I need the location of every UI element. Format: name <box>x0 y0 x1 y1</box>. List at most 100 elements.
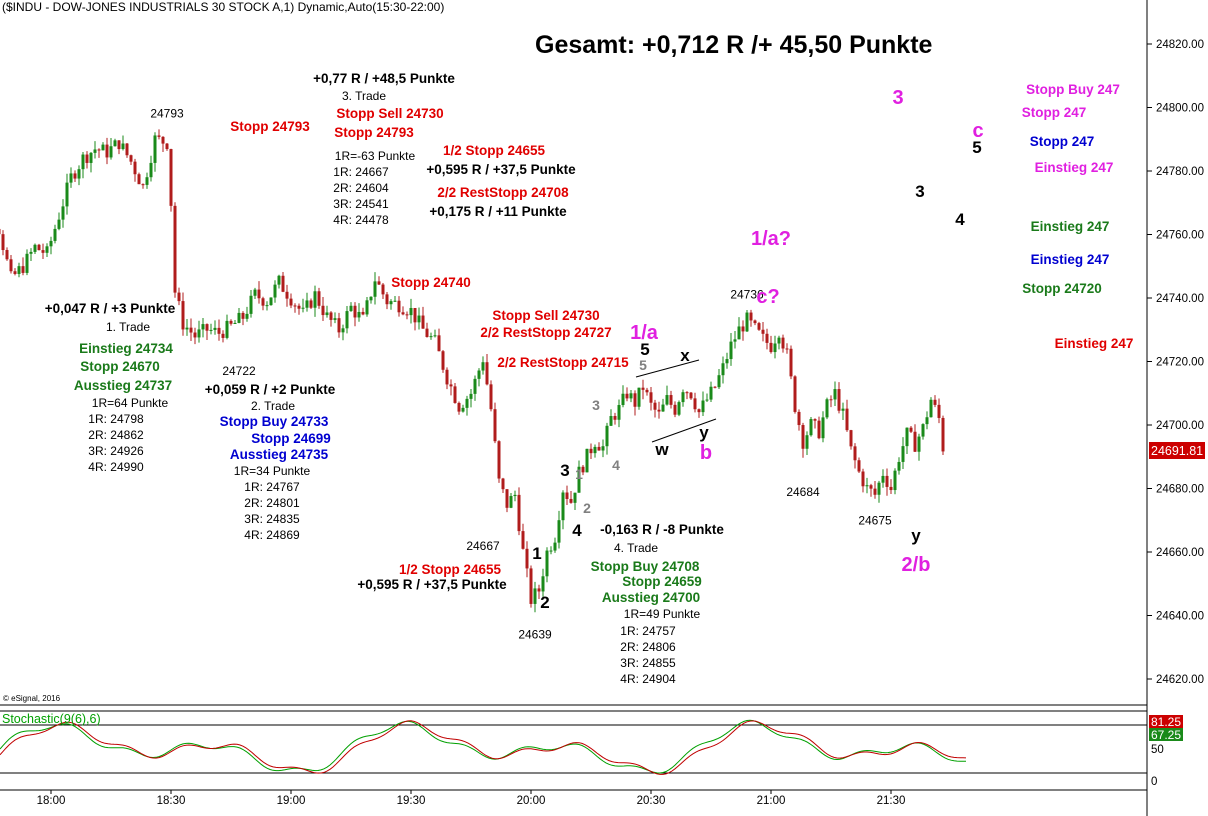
candle-body <box>381 284 385 295</box>
candle-body <box>637 387 641 407</box>
candle-body <box>21 266 25 273</box>
candle-body <box>221 333 225 338</box>
stochastic-title: Stochastic(9(6),6) <box>2 712 101 726</box>
candle-body <box>313 291 317 308</box>
annotation-trade3-half-result: +0,595 R / +37,5 Punkte <box>426 162 576 177</box>
candle-body <box>793 376 797 412</box>
wave-label-2: 2 <box>540 593 549 612</box>
candle-body <box>673 404 677 415</box>
candle-body <box>573 492 577 503</box>
candle-body <box>157 135 161 137</box>
candle-body <box>141 184 145 186</box>
candle-body <box>861 471 865 487</box>
candle-body <box>601 446 605 451</box>
candle-body <box>789 348 793 377</box>
candle-body <box>57 219 61 229</box>
annotation-trade1-1r: 1R: 24798 <box>88 412 144 426</box>
candle-body <box>137 174 141 185</box>
candle-body <box>81 154 85 170</box>
time-axis-label: 21:30 <box>877 795 906 807</box>
candle-body <box>161 136 165 144</box>
price-point-label: 24736 <box>730 288 764 302</box>
candle-body <box>853 446 857 461</box>
candle-body <box>769 342 773 353</box>
annotation-reststop-24727: 2/2 RestStopp 24727 <box>480 325 611 340</box>
candle-body <box>341 328 345 333</box>
annotation-trade4-title: 4. Trade <box>614 541 658 555</box>
candle-body <box>773 343 777 353</box>
candle-body <box>553 542 557 551</box>
candle-body <box>49 240 53 247</box>
candle-body <box>445 369 449 385</box>
candle-body <box>149 162 153 178</box>
annotation-trade1-exit: Ausstieg 24737 <box>74 378 172 393</box>
candle-body <box>297 305 301 309</box>
candle-body <box>757 323 761 330</box>
annotation-trade4-stop: Stopp 24659 <box>622 574 702 589</box>
annotation-trade1-2r: 2R: 24862 <box>88 428 144 442</box>
candle-body <box>877 482 881 495</box>
price-point-label: 24684 <box>786 485 820 499</box>
last-price-label: 24691.81 <box>1151 444 1203 458</box>
candle-body <box>729 341 733 360</box>
price-axis-label: 24740.00 <box>1156 293 1204 305</box>
price-axis-label: 24700.00 <box>1156 420 1204 432</box>
candle-body <box>817 420 821 439</box>
candle-body <box>33 244 37 252</box>
candle-body <box>805 435 809 449</box>
candle-body <box>733 339 737 342</box>
annotation-trade3-title: 3. Trade <box>342 89 386 103</box>
subwave-label-3: 3 <box>592 397 600 413</box>
wave-label-3: 3 <box>560 461 569 480</box>
candle-body <box>405 314 409 316</box>
candle-body <box>93 149 97 153</box>
candle-body <box>213 327 217 330</box>
annotation-trade4-4r: 4R: 24904 <box>620 672 676 686</box>
candle-body <box>557 520 561 543</box>
candle-body <box>509 496 513 508</box>
wave-label-4-right: 4 <box>955 210 965 229</box>
annotation-trade2-title: 2. Trade <box>251 399 295 413</box>
annotation-trade4-entry: Stopp Buy 24708 <box>591 559 700 574</box>
candle-body <box>505 489 509 508</box>
candle-body <box>713 386 717 388</box>
stochastic-layer <box>0 719 967 775</box>
candle-body <box>497 441 501 479</box>
candle-body <box>273 284 277 298</box>
candle-body <box>493 409 497 442</box>
candle-body <box>209 329 213 331</box>
candle-body <box>281 275 285 292</box>
candle-body <box>485 362 489 385</box>
wave-label-1a: 1/a <box>630 322 659 344</box>
price-axis-label: 24660.00 <box>1156 547 1204 559</box>
annotation-trade1-result: +0,047 R / +3 Punkte <box>45 301 176 316</box>
annotation-trade3-r: 1R=-63 Punkte <box>335 149 416 163</box>
stochastic-axis-label: 50 <box>1151 744 1164 756</box>
candle-body <box>25 253 29 273</box>
candle-body <box>693 398 697 410</box>
time-axis-label: 20:30 <box>637 795 666 807</box>
candle-body <box>765 333 769 343</box>
price-axis-label: 24620.00 <box>1156 674 1204 686</box>
candle-body <box>745 312 749 332</box>
annotation-trade1-3r: 3R: 24926 <box>88 444 144 458</box>
wave-label-1a-question: 1/a? <box>751 228 791 250</box>
candle-body <box>889 486 893 491</box>
candle-body <box>585 448 589 473</box>
annotation-trade3-1r: 1R: 24667 <box>333 165 389 179</box>
annotation-trade3-4r: 4R: 24478 <box>333 213 389 227</box>
time-axis: 18:00 18:30 19:00 19:30 20:00 20:30 21:00 21:30 <box>37 790 906 807</box>
candle-body <box>657 409 661 412</box>
annotation-trade4-result: -0,163 R / -8 Punkte <box>600 522 724 537</box>
price-axis-label: 24780.00 <box>1156 166 1204 178</box>
annotation-trade4-r: 1R=49 Punkte <box>624 607 701 621</box>
candle-body <box>433 335 437 337</box>
candle-body <box>249 295 253 314</box>
candle-body <box>173 205 177 293</box>
annotation-right-stopp-buy: Stopp Buy 247 <box>1026 82 1120 97</box>
wave-label-c-magenta: c <box>972 120 983 142</box>
candle-body <box>473 378 477 394</box>
candle-body <box>401 312 405 315</box>
candle-body <box>225 320 229 338</box>
candle-body <box>593 446 597 454</box>
